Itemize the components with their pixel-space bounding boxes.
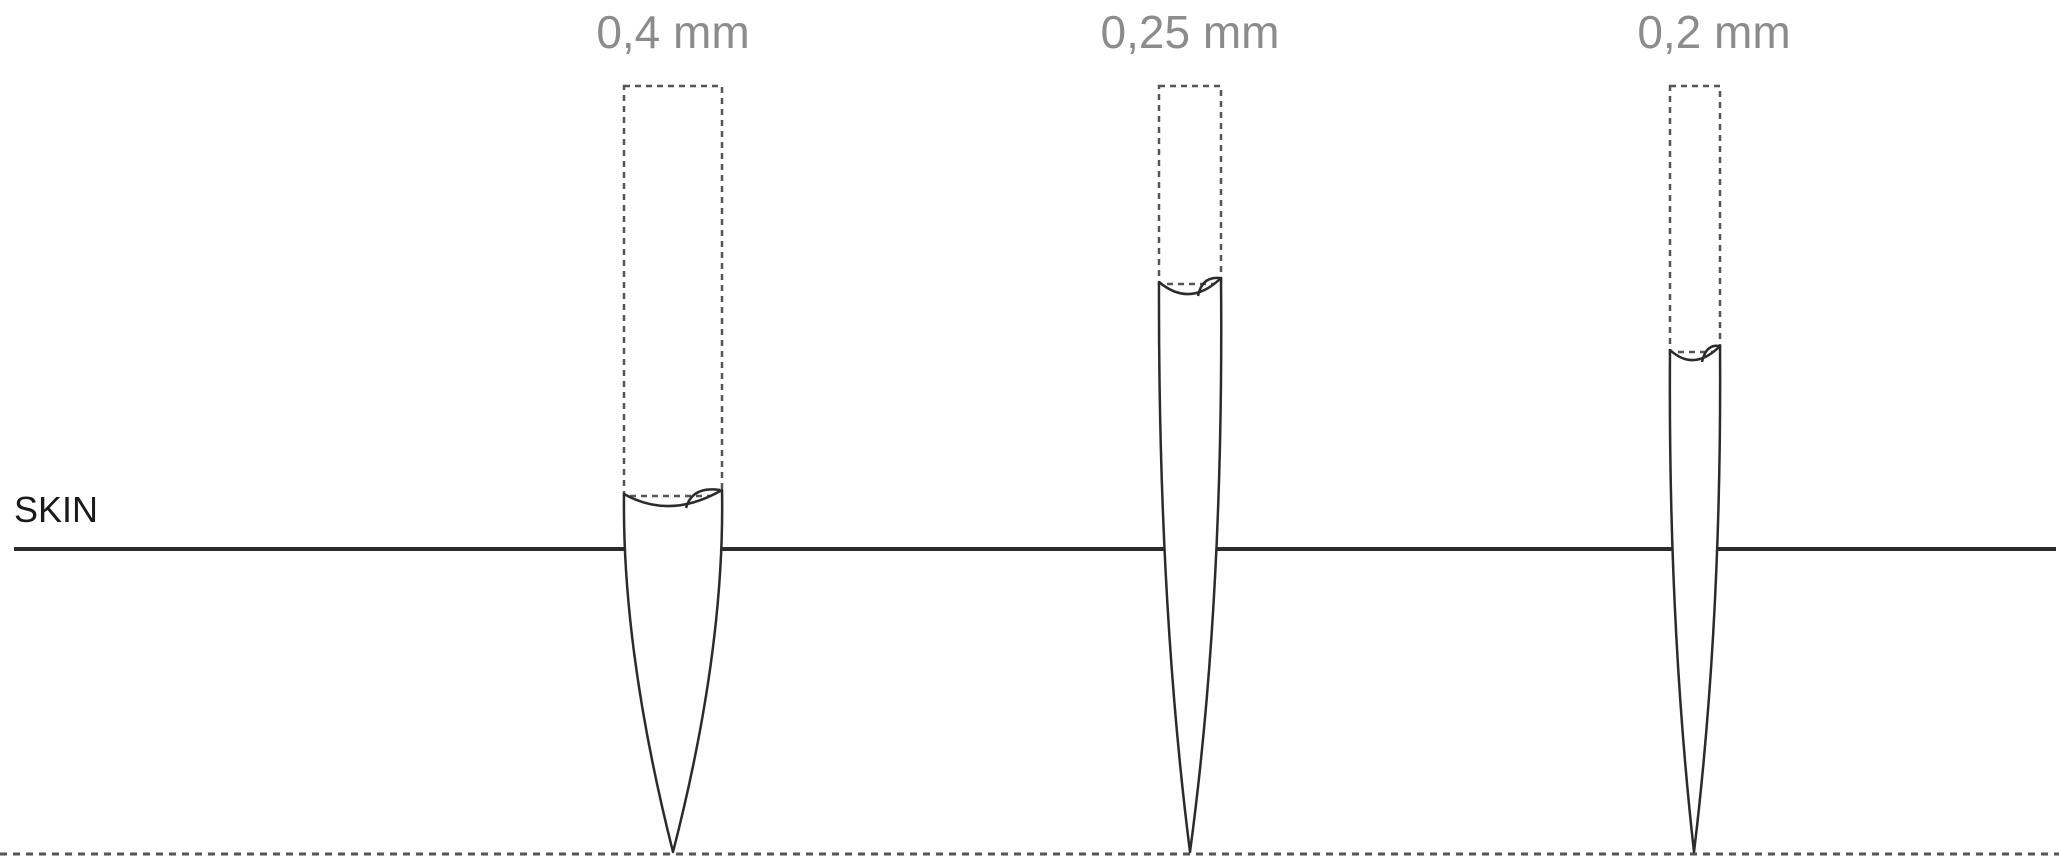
needle-hidden-shaft (1668, 84, 1722, 354)
skin-label: SKIN (14, 489, 98, 530)
needle-label: 0,2 mm (1637, 6, 1790, 58)
needle-bevel (684, 488, 721, 509)
needle-label: 0,25 mm (1101, 6, 1280, 58)
needle-body (1668, 344, 1722, 854)
needle-body (1157, 276, 1223, 854)
needle-label: 0,4 mm (596, 6, 749, 58)
needle-body (622, 488, 724, 854)
needle-0-2mm: 0,2 mm (1637, 6, 1791, 854)
needle-hidden-shaft (622, 84, 724, 498)
needle-bevel (1700, 344, 1720, 363)
needle-0-25mm: 0,25 mm (1101, 6, 1280, 854)
needle-hidden-shaft (1157, 84, 1223, 286)
needle-bevel (1196, 276, 1221, 297)
needle-0-4mm: 0,4 mm (596, 6, 750, 854)
